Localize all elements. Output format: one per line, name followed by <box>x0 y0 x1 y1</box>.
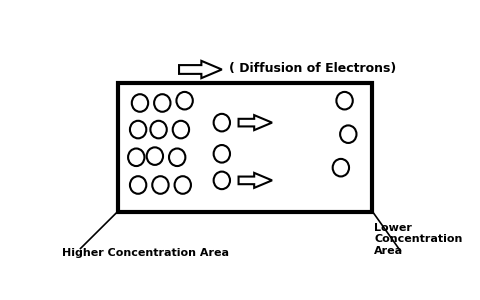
Text: Lower
Concentration
Area: Lower Concentration Area <box>374 223 463 256</box>
Ellipse shape <box>340 125 357 143</box>
Ellipse shape <box>333 159 349 176</box>
Ellipse shape <box>214 172 230 189</box>
Ellipse shape <box>130 121 146 138</box>
Ellipse shape <box>154 94 170 112</box>
FancyArrow shape <box>239 115 272 130</box>
Ellipse shape <box>128 148 144 166</box>
Ellipse shape <box>169 148 185 166</box>
Ellipse shape <box>173 121 189 138</box>
Ellipse shape <box>150 121 167 138</box>
Ellipse shape <box>214 145 230 163</box>
Ellipse shape <box>147 147 163 165</box>
Text: ( Diffusion of Electrons): ( Diffusion of Electrons) <box>229 62 396 75</box>
Ellipse shape <box>336 92 353 110</box>
FancyArrow shape <box>239 173 272 188</box>
Ellipse shape <box>177 92 193 110</box>
Bar <box>118 83 372 212</box>
Ellipse shape <box>152 176 168 194</box>
Text: Higher Concentration Area: Higher Concentration Area <box>62 248 229 258</box>
Ellipse shape <box>214 114 230 131</box>
FancyArrow shape <box>179 61 222 78</box>
Ellipse shape <box>132 94 148 112</box>
Ellipse shape <box>175 176 191 194</box>
Ellipse shape <box>130 176 146 194</box>
